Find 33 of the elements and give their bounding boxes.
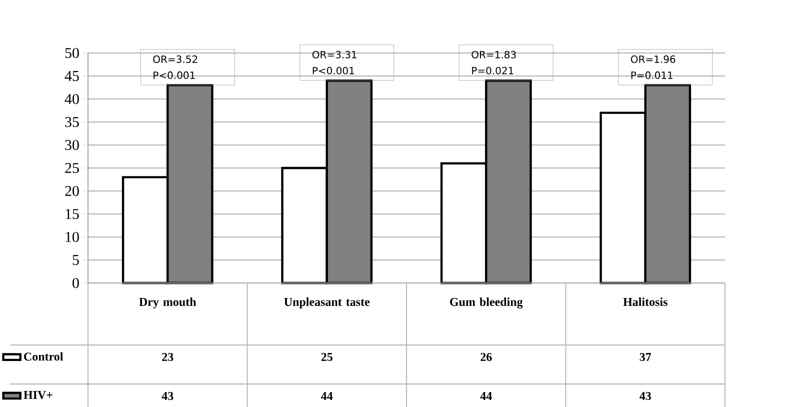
x-tick-label: Gum bleeding: [450, 298, 523, 309]
data-label: 43: [640, 392, 651, 400]
data-label: 25: [321, 352, 332, 362]
annotation: OR=3.52: [153, 55, 198, 64]
y-tick-label: 50: [65, 48, 79, 58]
data-label: 44: [321, 392, 333, 400]
data-label: 43: [162, 392, 174, 400]
y-tick-label: 20: [65, 186, 79, 196]
legend-label: HIV+: [24, 391, 52, 400]
x-tick-label: Unpleasant taste: [284, 298, 370, 308]
annotation: P<0.001: [312, 66, 354, 74]
data-label: 26: [480, 352, 492, 362]
y-tick-label: 0: [72, 278, 79, 288]
x-tick-label: Halitosis: [623, 298, 668, 306]
data-label: 44: [480, 392, 492, 400]
y-tick-label: 25: [65, 162, 79, 174]
y-tick-label: 10: [66, 232, 79, 242]
y-tick-label: 40: [64, 94, 79, 104]
data-label: 37: [640, 352, 652, 362]
y-tick-label: 45: [64, 71, 79, 82]
y-tick-label: 30: [65, 140, 79, 150]
x-tick-label: Dry mouth: [139, 298, 196, 308]
y-tick-label: 5: [72, 255, 79, 265]
annotation: P=0.021: [472, 66, 514, 74]
annotation: P=0.011: [631, 71, 672, 80]
annotation: OR=1.83: [472, 50, 516, 58]
legend-label: Control: [24, 352, 64, 361]
annotation: P<0.001: [154, 71, 195, 80]
y-tick-label: 35: [65, 116, 79, 128]
annotation: OR=1.96: [630, 55, 676, 64]
data-label: 23: [162, 352, 174, 362]
annotation: OR=3.31: [312, 50, 356, 58]
y-tick-label: 15: [66, 208, 79, 220]
